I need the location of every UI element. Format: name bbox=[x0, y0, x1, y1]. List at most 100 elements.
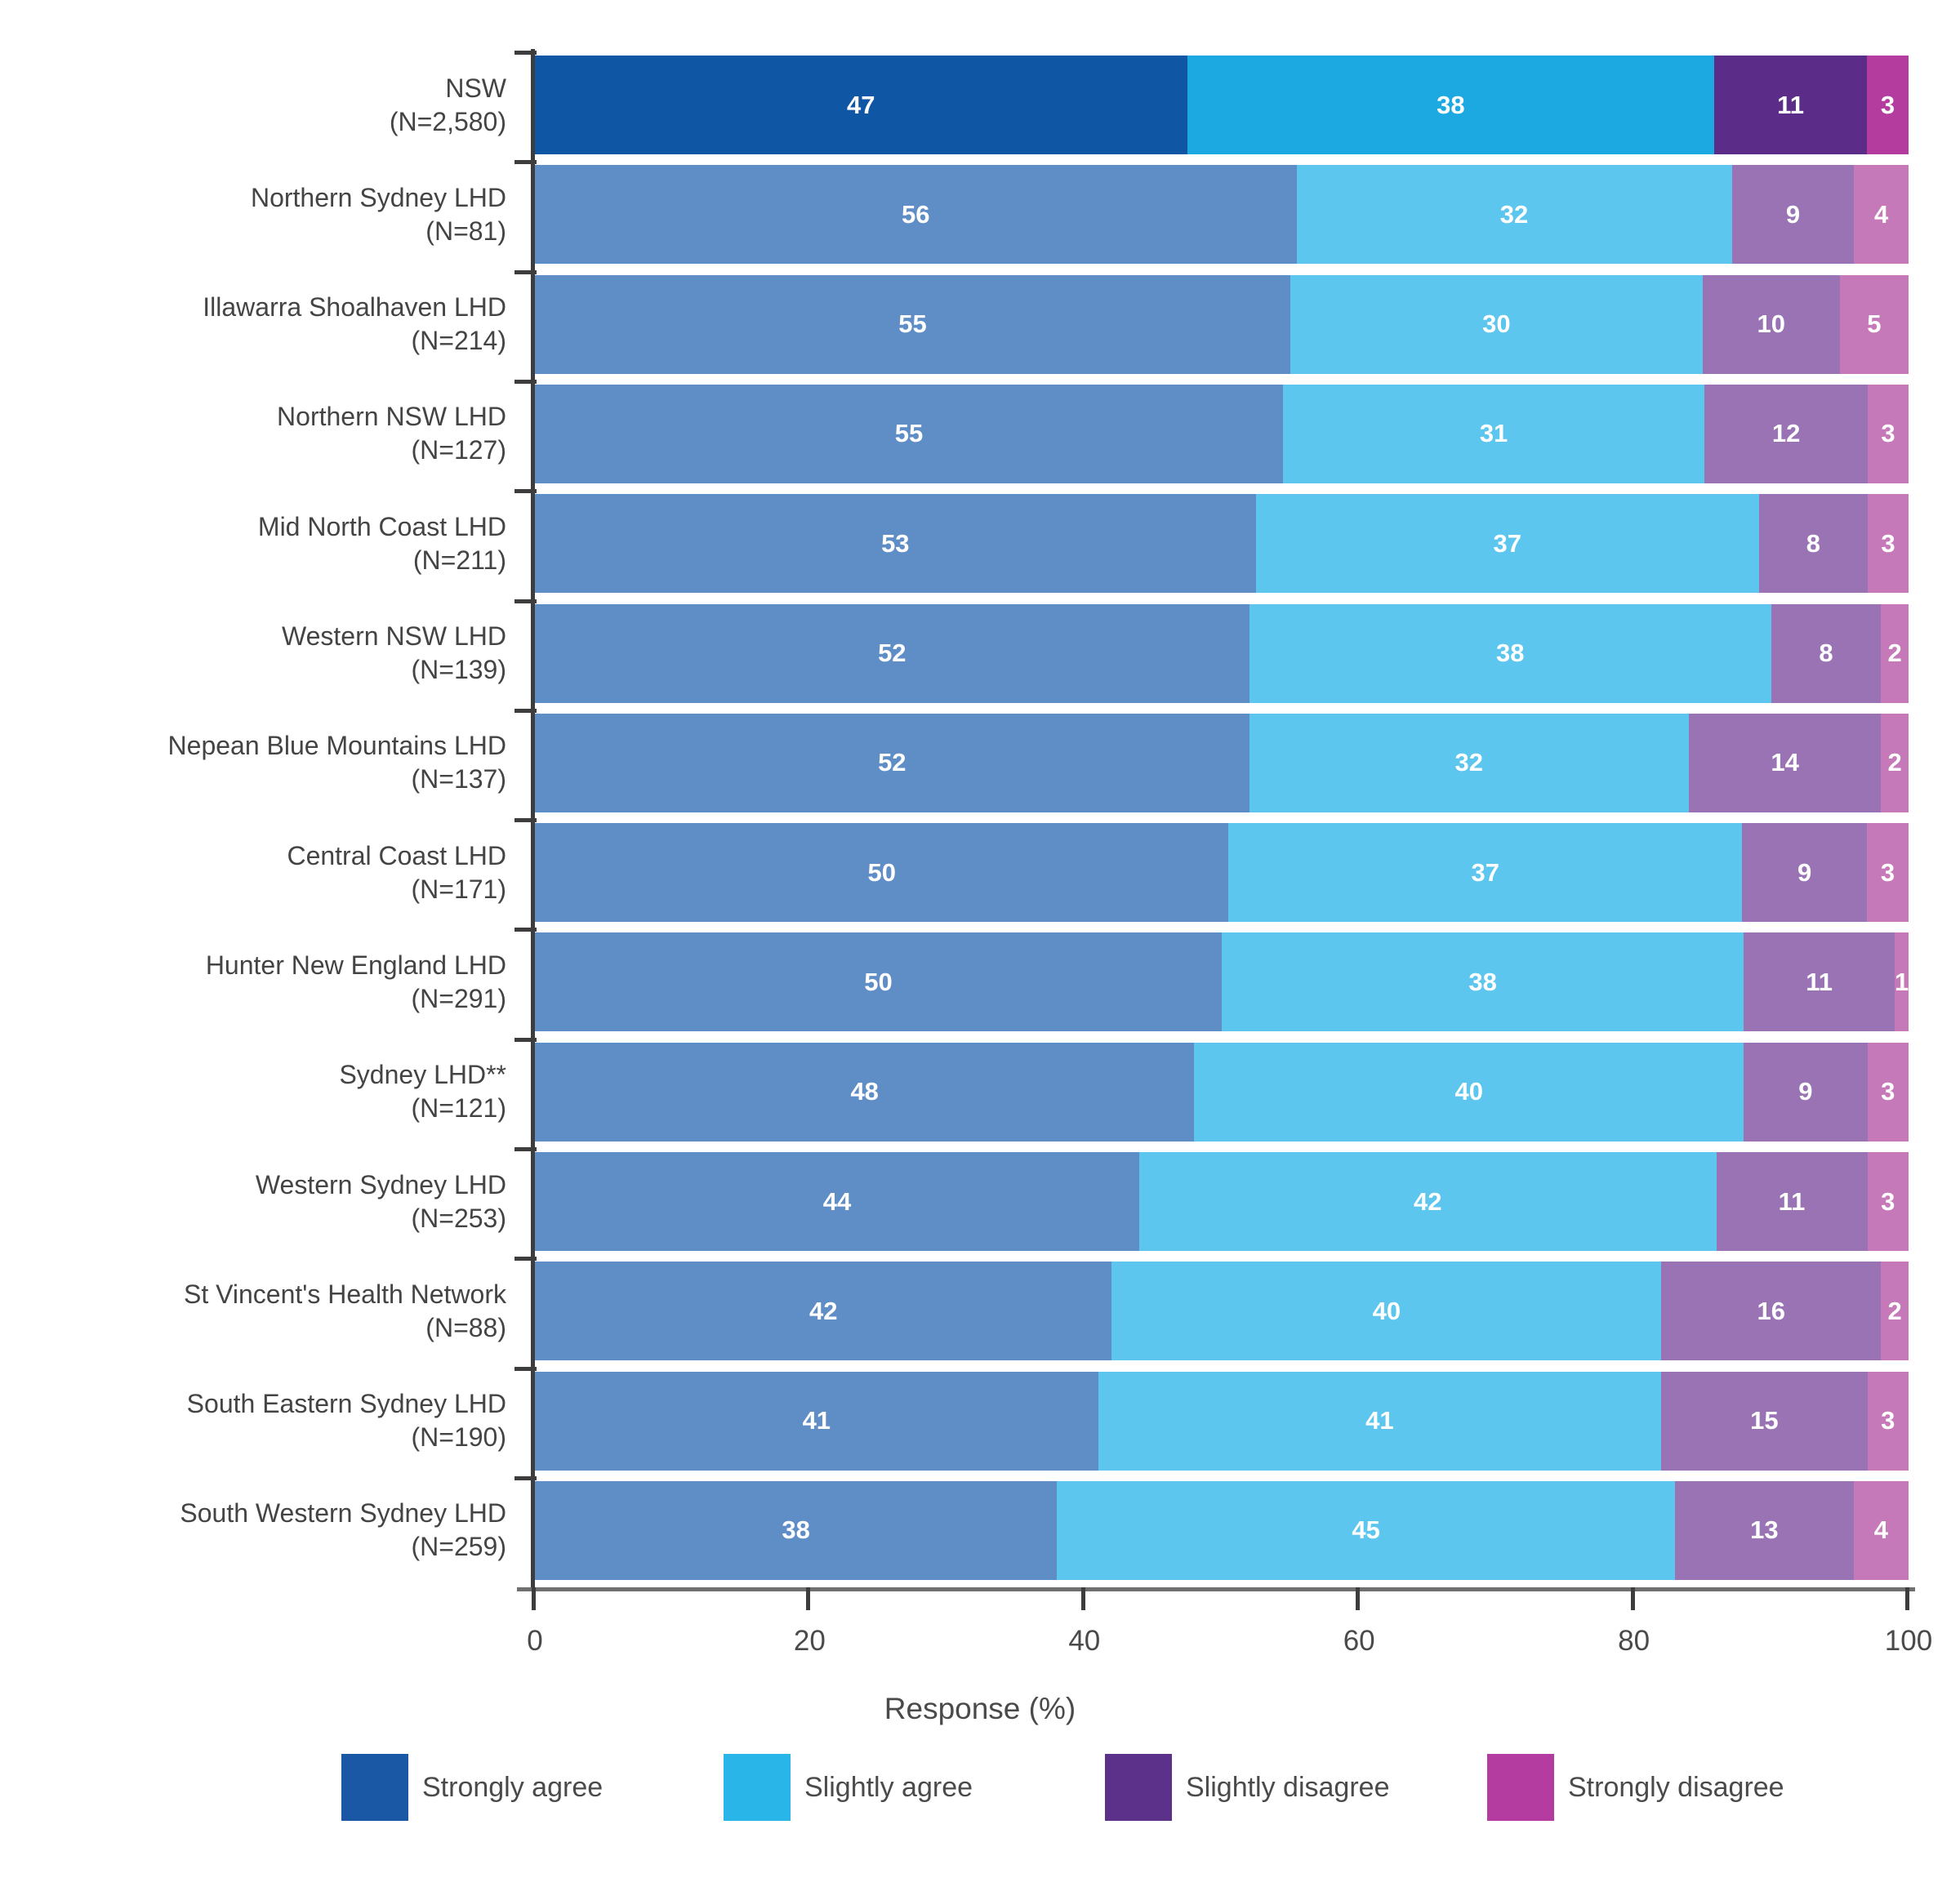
bar-segment-slightly-agree: 38 bbox=[1249, 603, 1771, 703]
category-tick bbox=[514, 599, 537, 603]
x-axis-tick-label: 0 bbox=[527, 1625, 543, 1657]
segment-value: 8 bbox=[1806, 528, 1821, 558]
bar-segment-strongly-disagree: 3 bbox=[1867, 1042, 1909, 1141]
category-tick bbox=[514, 1037, 537, 1042]
bar-row: 55 31 12 3 bbox=[535, 384, 1909, 483]
bar-segment-strongly-disagree: 3 bbox=[1868, 384, 1909, 483]
category-tick bbox=[514, 708, 537, 713]
segment-value: 3 bbox=[1881, 1406, 1895, 1435]
bar-row: 48 40 9 3 bbox=[535, 1042, 1909, 1141]
segment-value: 11 bbox=[1806, 967, 1833, 996]
segment-value: 9 bbox=[1785, 199, 1801, 229]
bar-segment-slightly-agree: 42 bbox=[1139, 1152, 1717, 1251]
bar-segment-strongly-disagree: 3 bbox=[1867, 823, 1909, 923]
segment-value: 38 bbox=[782, 1515, 810, 1545]
category-tick bbox=[514, 269, 537, 274]
category-name: South Eastern Sydney LHD bbox=[186, 1389, 506, 1419]
segment-value: 10 bbox=[1757, 309, 1786, 339]
bar-segment-slightly-agree: 38 bbox=[1187, 56, 1715, 154]
bar-segment-strongly-agree: 42 bbox=[535, 1262, 1112, 1361]
segment-value: 45 bbox=[1352, 1515, 1380, 1545]
bar-row: 41 41 15 3 bbox=[535, 1371, 1909, 1471]
bar-segment-strongly-agree: 55 bbox=[535, 384, 1283, 483]
category-name: Central Coast LHD bbox=[287, 840, 506, 870]
bar-segment-strongly-disagree: 3 bbox=[1867, 1371, 1909, 1471]
legend-swatch-strongly-disagree bbox=[1487, 1754, 1554, 1821]
segment-value: 16 bbox=[1757, 1296, 1786, 1325]
category-label: NSW (N=2,580) bbox=[0, 56, 506, 154]
segment-value: 11 bbox=[1777, 90, 1804, 119]
category-name: Hunter New England LHD bbox=[205, 950, 506, 980]
bar-row: 50 38 11 1 bbox=[535, 932, 1909, 1032]
bar-segment-slightly-disagree: 12 bbox=[1704, 384, 1869, 483]
category-n-count: (N=171) bbox=[411, 874, 507, 904]
category-name: Sydney LHD** bbox=[339, 1060, 506, 1090]
segment-value: 37 bbox=[1493, 528, 1521, 558]
category-tick bbox=[514, 379, 537, 384]
category-n-count: (N=2,580) bbox=[389, 106, 506, 136]
segment-value: 52 bbox=[878, 748, 906, 777]
bar-segment-slightly-disagree: 8 bbox=[1758, 494, 1869, 594]
segment-value: 13 bbox=[1750, 1515, 1779, 1545]
bar-segment-slightly-agree: 32 bbox=[1296, 165, 1732, 265]
bar-row: 47 38 11 3 bbox=[535, 56, 1909, 154]
category-tick bbox=[514, 1147, 537, 1151]
bar-segment-strongly-disagree: 3 bbox=[1868, 494, 1909, 594]
segment-value: 2 bbox=[1887, 1296, 1902, 1325]
bar-segment-slightly-agree: 45 bbox=[1057, 1480, 1676, 1580]
segment-value: 11 bbox=[1778, 1186, 1806, 1216]
category-tick bbox=[514, 1257, 537, 1262]
bar-segment-strongly-agree: 47 bbox=[535, 56, 1187, 154]
bar-segment-strongly-agree: 50 bbox=[535, 932, 1222, 1032]
category-label: Central Coast LHD (N=171) bbox=[0, 823, 506, 922]
segment-value: 40 bbox=[1454, 1077, 1483, 1106]
category-n-count: (N=88) bbox=[425, 1312, 506, 1342]
category-label: Northern NSW LHD (N=127) bbox=[0, 385, 506, 483]
legend-label: Slightly agree bbox=[804, 1771, 973, 1803]
segment-value: 3 bbox=[1881, 528, 1895, 558]
bar-segment-slightly-disagree: 11 bbox=[1714, 56, 1867, 154]
bar-segment-slightly-disagree: 9 bbox=[1731, 165, 1855, 265]
category-label: Nepean Blue Mountains LHD (N=137) bbox=[0, 714, 506, 812]
x-axis-tick bbox=[1356, 1587, 1361, 1610]
segment-value: 8 bbox=[1819, 639, 1833, 667]
bar-row: 53 37 8 3 bbox=[535, 494, 1909, 594]
bar-segment-strongly-disagree: 3 bbox=[1867, 56, 1909, 154]
category-label: South Western Sydney LHD (N=259) bbox=[0, 1481, 506, 1580]
segment-value: 44 bbox=[822, 1186, 852, 1216]
segment-value: 38 bbox=[1468, 967, 1497, 996]
bar-segment-strongly-disagree: 1 bbox=[1895, 932, 1909, 1032]
category-n-count: (N=214) bbox=[411, 326, 507, 356]
bar-segment-slightly-agree: 32 bbox=[1249, 713, 1689, 812]
category-tick bbox=[514, 1366, 537, 1371]
bar-segment-slightly-disagree: 9 bbox=[1742, 823, 1868, 923]
x-axis-tick-label: 80 bbox=[1618, 1625, 1650, 1657]
segment-value: 3 bbox=[1880, 857, 1895, 887]
x-axis-tick-label: 20 bbox=[793, 1625, 826, 1657]
segment-value: 2 bbox=[1887, 748, 1902, 777]
bar-row: 44 42 11 3 bbox=[535, 1152, 1909, 1251]
segment-value: 31 bbox=[1479, 419, 1508, 448]
segment-value: 3 bbox=[1881, 1077, 1895, 1106]
category-n-count: (N=190) bbox=[411, 1422, 507, 1453]
segment-value: 50 bbox=[867, 857, 896, 887]
bar-segment-strongly-agree: 50 bbox=[535, 823, 1229, 923]
x-axis-tick-label: 100 bbox=[1884, 1625, 1933, 1657]
legend-swatch-slightly-disagree bbox=[1105, 1754, 1172, 1821]
bar-segment-strongly-agree: 52 bbox=[535, 713, 1250, 812]
category-name: Western NSW LHD bbox=[281, 621, 506, 651]
category-name: Western Sydney LHD bbox=[255, 1169, 506, 1199]
category-label: South Eastern Sydney LHD (N=190) bbox=[0, 1372, 506, 1471]
segment-value: 3 bbox=[1881, 1186, 1895, 1216]
category-label: Mid North Coast LHD (N=211) bbox=[0, 494, 506, 593]
segment-value: 40 bbox=[1372, 1296, 1401, 1325]
bar-segment-slightly-disagree: 13 bbox=[1675, 1480, 1854, 1580]
category-n-count: (N=121) bbox=[411, 1093, 507, 1124]
bar-row: 42 40 16 2 bbox=[535, 1262, 1909, 1361]
segment-value: 2 bbox=[1887, 639, 1902, 667]
segment-value: 14 bbox=[1771, 748, 1799, 777]
bar-row: 56 32 9 4 bbox=[535, 165, 1909, 265]
segment-value: 41 bbox=[1365, 1406, 1394, 1435]
bar-row: 38 45 13 4 bbox=[535, 1480, 1909, 1580]
segment-value: 56 bbox=[902, 199, 930, 229]
